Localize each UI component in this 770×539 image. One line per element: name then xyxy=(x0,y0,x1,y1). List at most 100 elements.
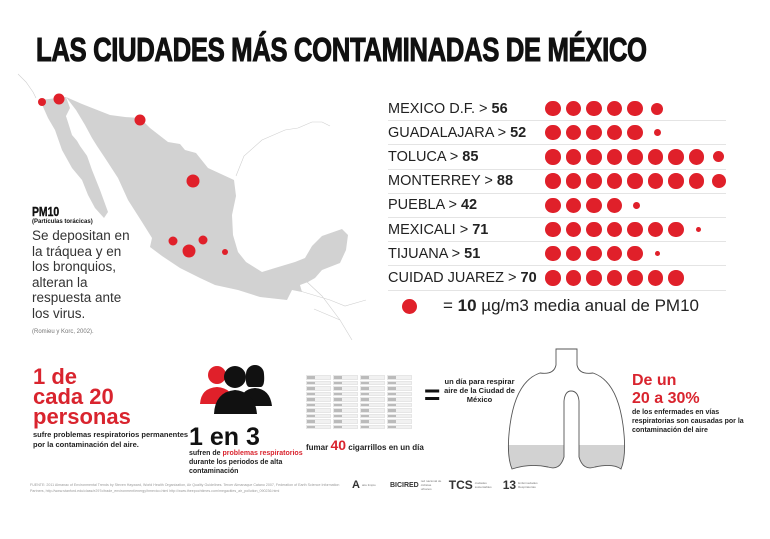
stat-headline: 1 de cada 20 personas xyxy=(33,364,198,429)
separator: > xyxy=(475,100,492,117)
dot-icon xyxy=(586,245,602,262)
city-name: TIJUANA xyxy=(388,245,448,262)
logo-name: A xyxy=(352,479,360,491)
ranking-row: MEXICALI > 71 xyxy=(388,218,726,243)
dot-icon xyxy=(688,173,704,189)
dot-icon xyxy=(586,124,602,141)
dot-icon xyxy=(545,100,561,117)
cigarette-icon xyxy=(360,386,385,391)
dot-icon xyxy=(565,245,581,262)
stat-line-1: De un xyxy=(632,372,677,389)
pm10-citation: (Romieu y Korc, 2002). xyxy=(32,329,94,335)
dot-icon xyxy=(647,173,663,189)
city-name: CUIDAD JUAREZ xyxy=(388,269,505,286)
dot-icon xyxy=(586,149,602,165)
marker-tijuana xyxy=(38,98,46,106)
dot-icon xyxy=(565,173,581,189)
city-value: 42 xyxy=(460,197,478,214)
separator: > xyxy=(455,221,473,238)
partial-dot-icon xyxy=(651,102,664,115)
dot-icon xyxy=(668,173,684,189)
cigarette-icon xyxy=(387,375,412,380)
logo-subtitle: ciudades sustentables xyxy=(474,481,492,489)
dot-icon xyxy=(545,124,561,141)
stat-line-3: personas xyxy=(33,404,131,429)
cigarette-icon xyxy=(387,386,412,391)
dot-icon xyxy=(627,245,643,262)
city-label: CUIDAD JUAREZ > 70 xyxy=(388,270,543,286)
ranking-row: CUIDAD JUAREZ > 70 xyxy=(388,266,726,291)
city-label: GUADALAJARA > 52 xyxy=(388,125,543,141)
dot-icon xyxy=(668,149,684,165)
city-ranking: MEXICO D.F. > 56 GUADALAJARA > 52 TOLUCA >… xyxy=(388,97,726,291)
separator: > xyxy=(445,148,463,165)
city-label: MEXICO D.F. > 56 xyxy=(388,101,543,117)
equivalence-text: un día para respirar aire de la Ciudad d… xyxy=(444,377,515,404)
person-woman-icon xyxy=(239,365,272,406)
ranking-row: PUEBLA > 42 xyxy=(388,194,726,218)
dot-icon xyxy=(545,149,561,165)
dot-bar xyxy=(545,121,666,144)
cigarette-icon xyxy=(387,413,412,418)
city-name: TOLUCA xyxy=(388,148,446,165)
cigarette-icon xyxy=(306,408,331,413)
city-label: MONTERREY > 88 xyxy=(388,173,543,189)
stat-line-1: 1 de xyxy=(33,364,78,389)
logo-name: TCS xyxy=(448,478,473,492)
dot-icon xyxy=(606,245,622,262)
dot-bar xyxy=(545,218,706,241)
cigarette-icon xyxy=(360,391,385,396)
cigarette-grid xyxy=(306,375,424,429)
cigarette-icon xyxy=(333,380,358,385)
dot-icon xyxy=(688,149,704,165)
dot-icon xyxy=(647,221,663,238)
equals-sign: = xyxy=(424,379,441,410)
city-value: 52 xyxy=(510,124,527,141)
sponsor-logo: 13 Enfermedades Respiratorias xyxy=(503,478,540,492)
dot-icon xyxy=(668,270,684,286)
cigarette-icon xyxy=(360,375,385,380)
stat-one-in-three: 1 en 3 sufren de problemas respiratorios… xyxy=(189,360,314,476)
cigarette-icon xyxy=(306,413,331,418)
dot-icon xyxy=(565,270,581,286)
dot-bar xyxy=(545,194,645,217)
cigarette-icon xyxy=(306,424,331,429)
dot-bar xyxy=(545,266,689,289)
city-value: 85 xyxy=(462,148,479,165)
baja-california xyxy=(40,97,108,218)
cigarette-icon xyxy=(333,413,358,418)
dot-icon xyxy=(606,149,622,165)
separator: > xyxy=(447,245,465,262)
partial-dot-icon xyxy=(633,201,641,209)
dot-icon xyxy=(545,197,561,213)
city-value: 71 xyxy=(472,221,489,238)
cigarettes-caption: fumar 40 cigarrillos en un día xyxy=(306,437,424,453)
dot-icon xyxy=(565,124,581,141)
ranking-row: GUADALAJARA > 52 xyxy=(388,121,726,146)
cigarette-icon xyxy=(360,413,385,418)
cigarette-icon xyxy=(387,397,412,402)
dot-icon xyxy=(627,100,643,117)
city-value: 56 xyxy=(491,100,508,117)
stat-description: sufre problemas respiratorios permanente… xyxy=(33,430,189,449)
central-america-border xyxy=(299,280,367,340)
stat-headline: 1 en 3 xyxy=(189,423,260,451)
dot-icon xyxy=(545,270,561,286)
stat-one-in-twenty: 1 de cada 20 personas sufre problemas re… xyxy=(33,364,198,450)
city-label: TOLUCA > 85 xyxy=(388,149,543,165)
cigarette-icon xyxy=(360,408,385,413)
people-group-icon xyxy=(200,365,272,414)
gulf-coast-line xyxy=(235,121,331,177)
cigarette-icon xyxy=(387,424,412,429)
cigarette-icon xyxy=(387,419,412,424)
legend-value: 10 xyxy=(457,296,477,315)
mexico-map xyxy=(17,73,367,340)
dot-bar xyxy=(545,97,668,120)
dot-icon xyxy=(565,100,581,117)
stat-line-2: cada 20 xyxy=(33,384,114,409)
marker-mexico-df xyxy=(198,235,208,245)
dot-icon xyxy=(606,100,622,117)
dot-icon xyxy=(668,221,684,238)
dot-icon xyxy=(606,270,622,286)
